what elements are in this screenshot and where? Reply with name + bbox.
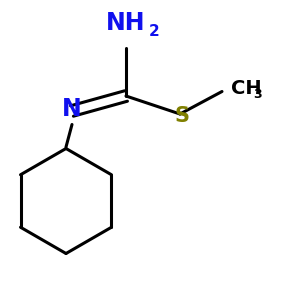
- Text: CH: CH: [231, 79, 262, 98]
- Text: N: N: [61, 98, 81, 122]
- Text: NH: NH: [106, 11, 146, 34]
- Text: 3: 3: [254, 88, 262, 101]
- Text: 2: 2: [148, 24, 159, 39]
- Text: S: S: [174, 106, 189, 125]
